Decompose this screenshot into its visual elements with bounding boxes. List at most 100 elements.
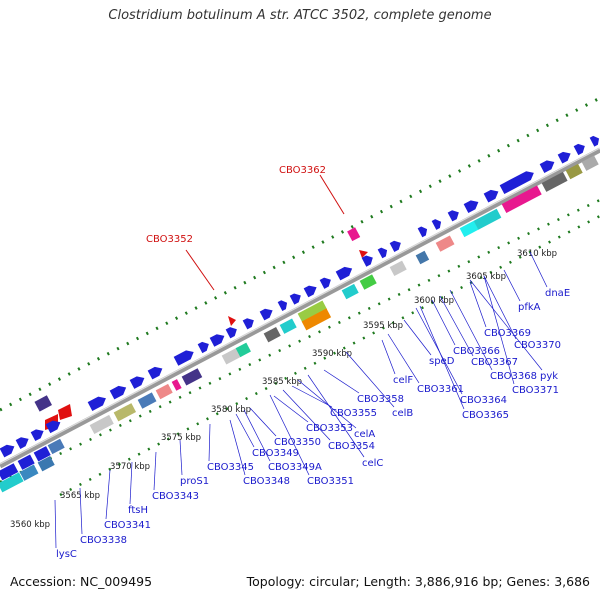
gene-label-leader <box>469 281 487 328</box>
gene-label-leader <box>229 419 246 476</box>
gene-label: CBO3349A <box>268 462 322 473</box>
gene-forward <box>303 285 317 298</box>
genome-backbone <box>0 147 600 469</box>
gene-cbo3362-box <box>347 227 361 242</box>
gene-forward <box>463 200 479 213</box>
gene-label: celB <box>392 408 413 419</box>
scale-label: 3560 kbp <box>10 520 50 530</box>
gene-label-leader <box>439 295 474 357</box>
gene-label-leader <box>54 499 57 549</box>
gene-box-left <box>34 395 52 412</box>
marker-cbo3352 <box>228 316 236 326</box>
gene-block <box>263 326 281 343</box>
gene-label: CBO3345 <box>207 462 254 473</box>
genome-backbone-highlight <box>0 147 600 465</box>
gene-forward <box>289 293 301 305</box>
gene-label-leader <box>79 487 83 535</box>
gene-block <box>359 274 377 290</box>
gene-label-leaders <box>54 251 548 549</box>
gene-label-leader <box>105 469 111 520</box>
gene-label-leader <box>403 319 432 356</box>
gene-label: celF <box>393 375 413 386</box>
scale-label: 3605 kbp <box>466 272 506 282</box>
gene-label: CBO3371 <box>512 385 559 396</box>
gene-forward <box>431 219 442 230</box>
reverse-gene-track <box>0 155 599 493</box>
gene-block <box>0 463 19 481</box>
gene-label-leader <box>273 395 309 423</box>
gene-forward <box>129 376 145 389</box>
gene-block <box>113 403 137 422</box>
gene-forward <box>147 366 163 380</box>
callout-line-cbo3362 <box>319 174 345 215</box>
gene-block <box>501 185 542 213</box>
gene-forward <box>389 240 401 252</box>
gene-label-cbo3362: CBO3362 <box>279 165 326 176</box>
gene-label: CBO3343 <box>152 491 199 502</box>
gene-block <box>435 235 455 252</box>
gene-block <box>279 318 297 334</box>
gene-block <box>341 283 359 300</box>
scale-label: 3600 kbp <box>414 296 454 306</box>
gene-forward <box>109 385 127 400</box>
gene-label-leader <box>153 451 157 491</box>
scale-label: 3575 kbp <box>161 433 201 443</box>
gene-block <box>459 220 479 238</box>
gene-forward <box>30 429 44 442</box>
gene-block <box>473 208 502 230</box>
gene-forward <box>447 210 459 222</box>
gene-forward <box>0 444 15 458</box>
gene-forward <box>259 308 273 321</box>
gene-label: ftsH <box>128 505 148 516</box>
gene-label: pfkA <box>518 302 541 313</box>
gene-block <box>565 163 583 180</box>
gene-labels: lysC CBO3338 CBO3341 ftsH CBO3343 proS1 … <box>56 288 570 560</box>
gene-block <box>581 155 599 171</box>
gene-label-leader <box>529 251 548 288</box>
gene-forward <box>209 334 225 347</box>
gene-label: CBO3341 <box>104 520 151 531</box>
gene-label: celA <box>354 429 375 440</box>
gene-block <box>89 414 114 434</box>
gene-block <box>301 308 332 331</box>
gene-label: CBO3353 <box>306 423 353 434</box>
gene-block <box>171 379 182 391</box>
gene-label: CBO3366 <box>453 346 500 357</box>
scale-label: 3590 kbp <box>312 349 352 359</box>
gene-forward <box>483 189 499 203</box>
gene-forward <box>197 341 209 354</box>
scale-label: 3585 kbp <box>262 377 302 387</box>
gene-label-leader <box>243 409 271 462</box>
gene-label-leader <box>269 394 310 476</box>
gene-block <box>297 300 328 323</box>
callout-line-cbo3352 <box>185 249 215 291</box>
gene-forward <box>499 171 534 195</box>
gene-forward <box>87 396 106 412</box>
gene-label: CBO3367 <box>471 357 518 368</box>
gene-block <box>235 342 251 358</box>
gene-forward <box>539 160 555 173</box>
gene-label-cbo3352: CBO3352 <box>146 234 193 245</box>
gene-block <box>0 472 24 493</box>
gene-label-leader <box>323 369 360 394</box>
inner-tick-track <box>59 214 600 497</box>
gene-label-leader <box>483 275 515 385</box>
scale-label: 3570 kbp <box>110 462 150 472</box>
gene-block <box>33 446 51 462</box>
gene-forward <box>242 318 254 330</box>
gene-forward <box>361 255 373 267</box>
gene-label-leader <box>387 333 420 384</box>
gene-forward <box>173 350 194 366</box>
gene-label: CBO3361 <box>417 384 464 395</box>
gene-label-leader <box>381 339 396 375</box>
gene-forward <box>589 135 600 147</box>
gene-label-leader <box>235 413 255 448</box>
gene-label-leader <box>249 407 277 437</box>
gene-label: CBO3338 <box>80 535 127 546</box>
middle-tick-track <box>0 198 600 484</box>
gene-forward <box>277 300 288 311</box>
gene-forward <box>417 226 428 238</box>
gene-label-leader <box>503 269 521 302</box>
marker-cbo3362 <box>359 250 368 258</box>
